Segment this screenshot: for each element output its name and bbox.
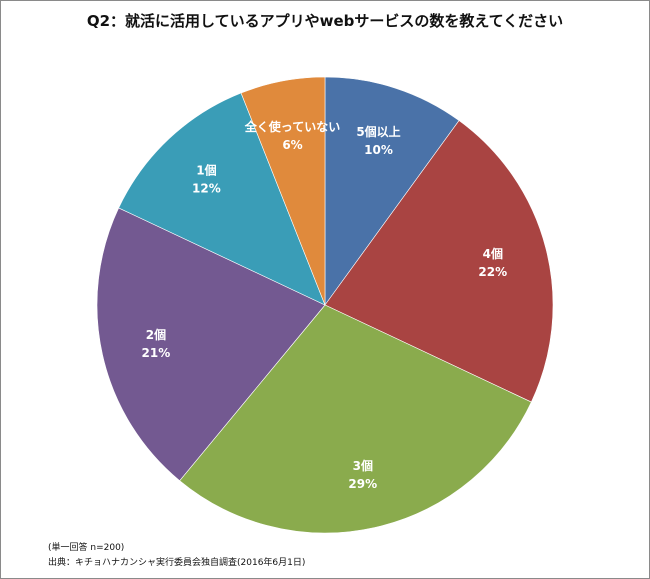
slice-category-label: 4個 xyxy=(483,246,503,261)
sample-note: (単一回答 n=200) xyxy=(48,543,125,553)
slice-percent-label: 29% xyxy=(348,477,377,491)
pie-slice-3 xyxy=(179,304,532,534)
slice-category-label: 2個 xyxy=(146,327,166,342)
slice-percent-label: 6% xyxy=(282,138,302,152)
source-note: 出典：キチョハナカンシャ実行委員会独自調査(2016年6月1日) xyxy=(48,558,306,568)
slice-category-label: 1個 xyxy=(196,163,216,178)
slice-percent-label: 21% xyxy=(142,346,171,360)
slice-category-label: 5個以上 xyxy=(356,124,400,139)
slice-category-label: 全く使っていない xyxy=(244,119,340,134)
slice-category-label: 3個 xyxy=(353,458,373,473)
pie-slice-1 xyxy=(324,76,460,306)
slice-percent-label: 10% xyxy=(364,143,393,157)
chart-title: Q2：就活に活用しているアプリやwebサービスの数を教えてください xyxy=(86,12,564,30)
slice-percent-label: 12% xyxy=(192,182,221,196)
pie-slice-4 xyxy=(96,207,326,482)
slice-percent-label: 22% xyxy=(478,265,507,279)
pie-slice-6 xyxy=(240,76,326,306)
pie-slice-5 xyxy=(118,92,326,306)
